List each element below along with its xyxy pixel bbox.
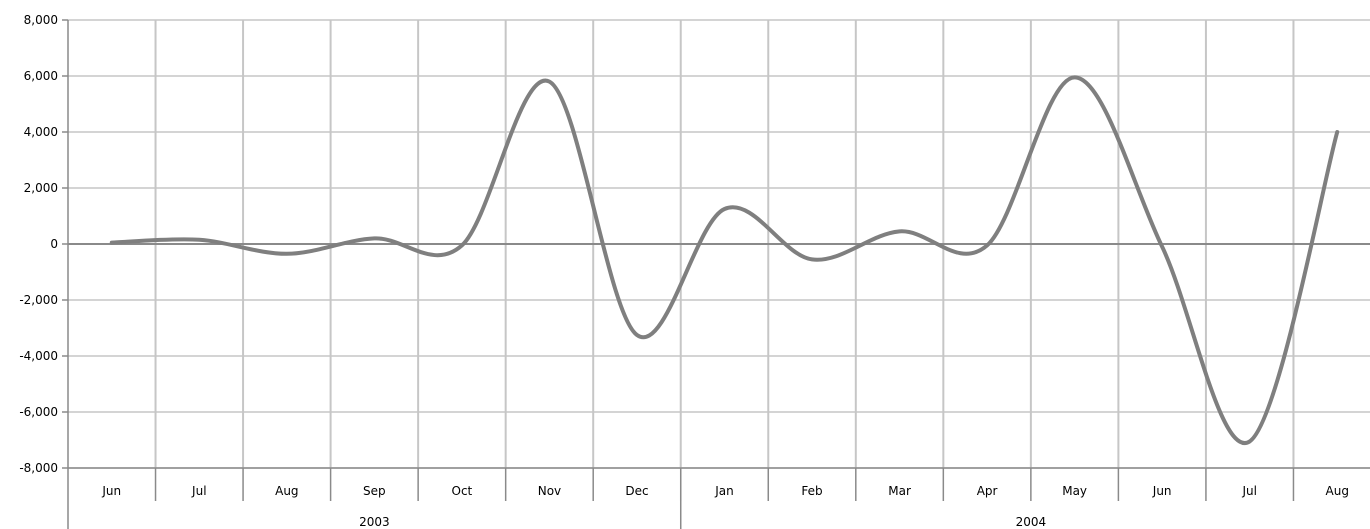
x-category-label: Nov	[538, 484, 561, 498]
series-line	[109, 75, 1340, 445]
x-category-label: Jul	[191, 484, 206, 498]
y-tick-label: -8,000	[19, 461, 58, 475]
x-category-label: Mar	[888, 484, 911, 498]
y-tick-label: 2,000	[24, 181, 58, 195]
x-category-label: May	[1062, 484, 1087, 498]
x-category-label: Feb	[801, 484, 822, 498]
x-category-label: Sep	[363, 484, 386, 498]
x-category-label: Jun	[1152, 484, 1172, 498]
y-tick-label: 4,000	[24, 125, 58, 139]
x-category-label: Apr	[977, 484, 998, 498]
x-category-label: Jun	[101, 484, 121, 498]
y-tick-label: 6,000	[24, 69, 58, 83]
x-group-label: 2004	[1016, 515, 1047, 529]
label-layer: 8,000 6,000 4,000 2,000 0 -2,000 -4,000 -6,000 -…	[19, 13, 1349, 529]
y-tick-label: -4,000	[19, 349, 58, 363]
x-category-label: Jul	[1241, 484, 1256, 498]
x-category-label: Aug	[275, 484, 298, 498]
series-layer	[109, 75, 1340, 445]
y-tick-label: -2,000	[19, 293, 58, 307]
y-tick-label: 8,000	[24, 13, 58, 27]
x-category-label: Aug	[1326, 484, 1349, 498]
y-tick-label: 0	[50, 237, 58, 251]
x-group-label: 2003	[359, 515, 390, 529]
x-category-label: Oct	[452, 484, 473, 498]
x-category-label: Jan	[714, 484, 734, 498]
x-category-label: Dec	[625, 484, 648, 498]
y-tick-label: -6,000	[19, 405, 58, 419]
